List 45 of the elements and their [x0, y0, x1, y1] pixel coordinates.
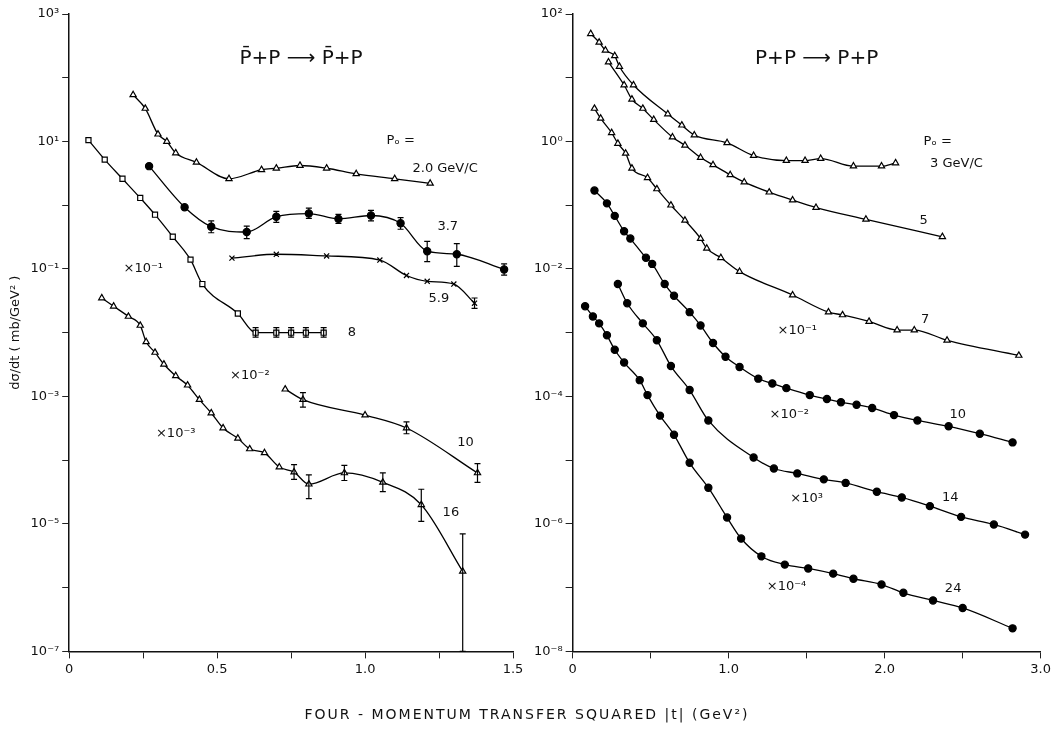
x-tick-label: 3.0	[1030, 660, 1052, 676]
series-label: 7	[920, 311, 930, 327]
series-label: 10	[457, 433, 474, 449]
y-tick-label: 10⁻⁸	[533, 642, 563, 658]
annotation: ×10⁻²	[769, 406, 810, 422]
series-label: 8	[347, 324, 357, 340]
y-tick-label: 10⁻⁵	[30, 515, 60, 531]
x-tick-label: 1.0	[718, 660, 739, 676]
x-tick-label: 0	[65, 660, 74, 676]
y-tick-label: 10⁻⁴	[533, 387, 563, 403]
series-label: 14	[942, 489, 959, 505]
annotation: ×10⁻¹	[123, 260, 164, 276]
y-tick-label: 10⁰	[540, 132, 563, 148]
y-tick-label: 10³	[37, 5, 60, 21]
x-tick-label: 2.0	[874, 660, 895, 676]
x-tick-label: 0.5	[206, 660, 228, 676]
series-label: 16	[442, 503, 460, 519]
x-tick-label: 0	[568, 660, 577, 676]
y-tick-label: 10¹	[37, 132, 60, 148]
y-axis-title: dσ/dt ( mb/GeV² )	[7, 275, 23, 390]
x-tick-label: 1.0	[354, 660, 376, 676]
annotation: ×10⁻³	[155, 424, 196, 440]
y-tick-label: 10⁻⁶	[533, 515, 563, 531]
series-label: 2.0 GeV/C	[412, 159, 478, 175]
series-label: 3.7	[437, 217, 459, 233]
annotation: ×10⁻⁴	[766, 577, 807, 593]
x-axis-title: FOUR - MOMENTUM TRANSFER SQUARED |t| (GeV²)	[303, 706, 751, 722]
x-tick-label: 1.5	[502, 660, 524, 676]
series-label: 24	[944, 580, 962, 596]
series-label: 5.9	[428, 289, 450, 305]
annotation: ×10⁻²	[230, 366, 270, 382]
annotation: ×10⁻¹	[777, 321, 818, 337]
text: 3 GeV/C	[930, 154, 983, 170]
series-label: 10	[949, 405, 967, 421]
y-tick-label: 10⁻¹	[30, 260, 60, 276]
annotation: Pₒ =	[386, 131, 415, 147]
annotation: ×10³	[790, 489, 823, 505]
y-tick-label: 10⁻³	[30, 387, 60, 403]
annotation: Pₒ =	[923, 132, 952, 148]
series-label: 5	[919, 211, 928, 227]
text: P+P ⟶ P+P	[755, 45, 879, 70]
y-tick-label: 10⁻⁷	[30, 642, 60, 658]
text: P̄+P ⟶ P̄+P	[239, 44, 363, 70]
y-tick-label: 10²	[540, 5, 563, 21]
y-tick-label: 10⁻²	[533, 260, 563, 276]
